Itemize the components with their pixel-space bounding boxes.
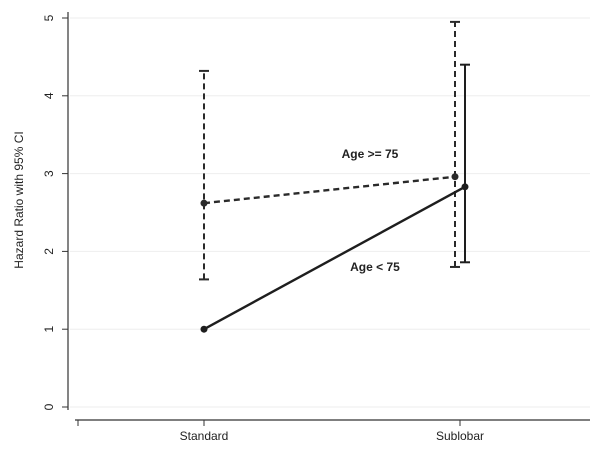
point — [200, 199, 208, 207]
series-line — [203, 185, 466, 331]
y-tick-label: 3 — [42, 170, 56, 177]
x-tick-label: Standard — [180, 429, 229, 443]
y-axis-label: Hazard Ratio with 95% CI — [12, 131, 26, 268]
y-tick-label: 0 — [42, 403, 56, 410]
series-label: Age < 75 — [350, 260, 400, 274]
point — [200, 325, 208, 333]
y-tick-label: 5 — [42, 14, 56, 21]
y-tick-label: 4 — [42, 92, 56, 99]
series-label: Age >= 75 — [342, 147, 399, 161]
point — [451, 173, 459, 181]
y-tick-label: 1 — [42, 326, 56, 333]
y-tick-label: 2 — [42, 248, 56, 255]
x-tick-label: Sublobar — [436, 429, 484, 443]
series-line — [203, 175, 456, 205]
point — [461, 183, 469, 191]
